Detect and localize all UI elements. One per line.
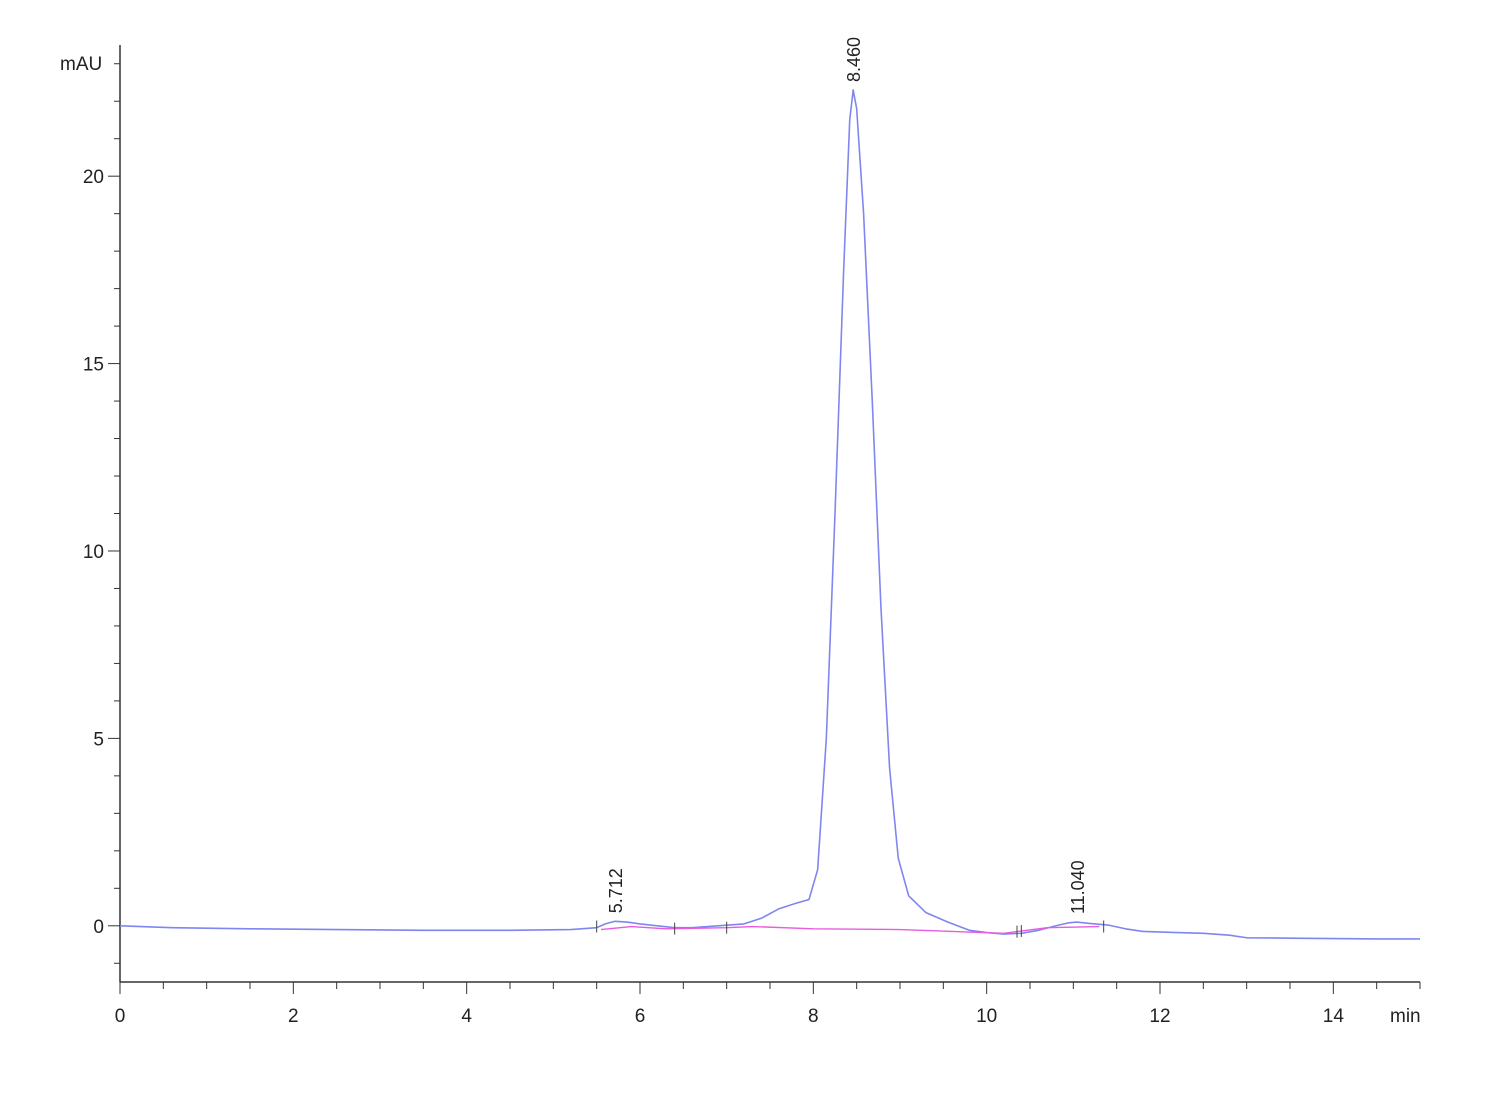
signal-trace bbox=[119, 89, 1420, 940]
x-tick-label: 6 bbox=[635, 1006, 646, 1027]
peak-label: 8.460 bbox=[844, 37, 864, 82]
y-tick-label: 20 bbox=[83, 167, 104, 188]
peak-label: 11.040 bbox=[1068, 860, 1088, 914]
x-tick-label: 12 bbox=[1149, 1006, 1170, 1027]
peak-label: 5.712 bbox=[606, 868, 626, 913]
integration-baseline bbox=[600, 925, 1100, 934]
y-tick-label: 0 bbox=[93, 917, 104, 938]
y-tick-label: 5 bbox=[93, 729, 104, 750]
axes: 0 2 4 6 8 10 12 14 0 5 10 15 20 bbox=[83, 45, 1421, 1027]
x-tick-label: 14 bbox=[1323, 1006, 1345, 1027]
x-tick-label: 8 bbox=[808, 1006, 819, 1027]
x-tick-label: 10 bbox=[976, 1006, 997, 1027]
y-tick-label: 10 bbox=[83, 542, 104, 563]
x-axis-unit: min bbox=[1390, 1006, 1421, 1027]
x-tick-label: 4 bbox=[461, 1006, 472, 1027]
x-tick-label: 0 bbox=[115, 1006, 126, 1027]
y-tick-label: 15 bbox=[83, 355, 104, 376]
baseline-markers bbox=[596, 920, 1105, 938]
peak-labels: 5.712 8.460 11.040 bbox=[606, 37, 1088, 914]
y-axis-unit: mAU bbox=[60, 54, 102, 75]
series-layer bbox=[119, 89, 1420, 940]
x-tick-label: 2 bbox=[288, 1006, 299, 1027]
